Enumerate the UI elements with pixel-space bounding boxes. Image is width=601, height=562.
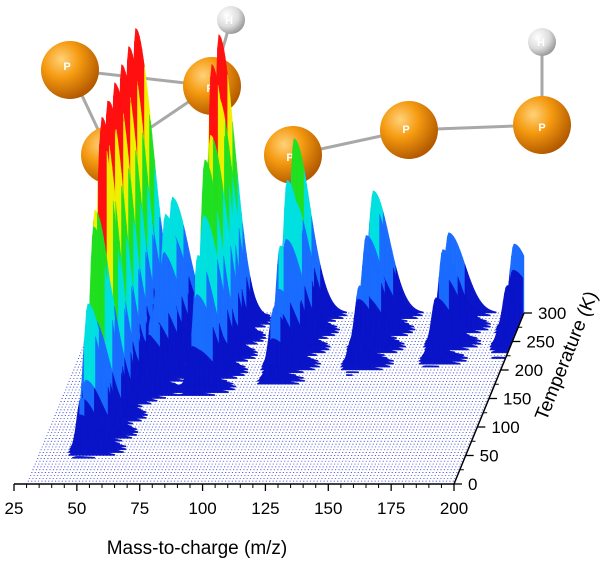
spectrum-segment <box>338 328 340 331</box>
spectrum-segment <box>335 325 338 328</box>
spectrum-segment <box>256 351 258 354</box>
spectrum-segment <box>401 348 404 351</box>
spectrum-slices <box>26 28 525 485</box>
spectrum-segment <box>319 362 321 365</box>
spectrum-segment <box>467 348 469 351</box>
spectrum-segment <box>479 339 482 342</box>
spectrum-segment <box>404 345 406 348</box>
spectrum-segment <box>475 337 478 339</box>
spectrum-segment <box>264 336 267 339</box>
spectrum-segment <box>261 331 264 334</box>
spectrum-segment <box>413 328 416 331</box>
spectrum-segment <box>333 334 336 336</box>
spectrum-segment <box>421 311 424 314</box>
spectrum-segment <box>479 331 481 334</box>
spectrum-segment <box>253 357 256 359</box>
spectrum-segment <box>420 314 423 317</box>
spectrum-segment <box>345 314 348 317</box>
spectrum-segment <box>264 325 266 328</box>
spectrum-segment <box>323 351 326 354</box>
atom-h: H <box>528 28 556 56</box>
spectrum-segment <box>268 314 271 317</box>
spectrum-segment <box>402 342 405 345</box>
spectrum-segment <box>261 339 264 342</box>
spectrum-segment <box>462 354 464 356</box>
spectrum-segment <box>415 317 418 319</box>
spectrum-segment <box>255 342 258 345</box>
spectrum-segment <box>392 362 394 365</box>
waterfall-plot: 25 50 75 100 125 150 175 200 050100150200250300… <box>5 28 601 559</box>
spectrum-segment <box>325 337 328 339</box>
spectrum-segment <box>464 359 467 362</box>
spectrum-segment <box>488 314 491 317</box>
spectrum-segment <box>486 328 489 331</box>
spectrum-segment <box>383 354 385 356</box>
spectrum-segment <box>489 325 491 328</box>
spectrum-segment <box>494 311 497 314</box>
spectrum-segment <box>341 317 344 319</box>
spectrum-segment <box>406 334 409 336</box>
spectrum-segment <box>326 342 328 345</box>
spectrum-segment <box>328 345 331 348</box>
spectrum-segment <box>475 345 478 348</box>
spectrum-segment <box>412 325 415 328</box>
atom-p: P <box>513 96 571 154</box>
atom-p: P <box>380 101 438 159</box>
spectrum-segment <box>392 359 394 362</box>
spectrum-segment <box>395 337 397 339</box>
atom-p: P <box>41 41 99 99</box>
spectrum-segment <box>253 348 256 351</box>
spectrum-segment <box>337 331 339 334</box>
spectrum-segment <box>246 359 248 362</box>
molecule-chain: P P P H <box>264 28 571 184</box>
spectrum-segment <box>458 362 461 365</box>
spectrum-segment <box>485 319 487 322</box>
spectrum-segment <box>488 322 491 325</box>
spectrum-segment <box>405 320 408 322</box>
spectrum-segment <box>315 354 317 356</box>
spectrum-segment <box>345 311 347 314</box>
spectrum-segment <box>316 359 319 362</box>
spectrum-segment <box>479 342 482 345</box>
spectrum-segment <box>411 331 413 334</box>
spectrum-segment <box>334 319 336 322</box>
spectrum-segment <box>466 356 468 359</box>
spectrum-segment <box>395 351 398 354</box>
atom-h: H <box>217 6 245 34</box>
spectrum-segment <box>264 334 266 336</box>
spectrum-segment <box>256 354 258 356</box>
spectrum-segment <box>327 348 330 351</box>
